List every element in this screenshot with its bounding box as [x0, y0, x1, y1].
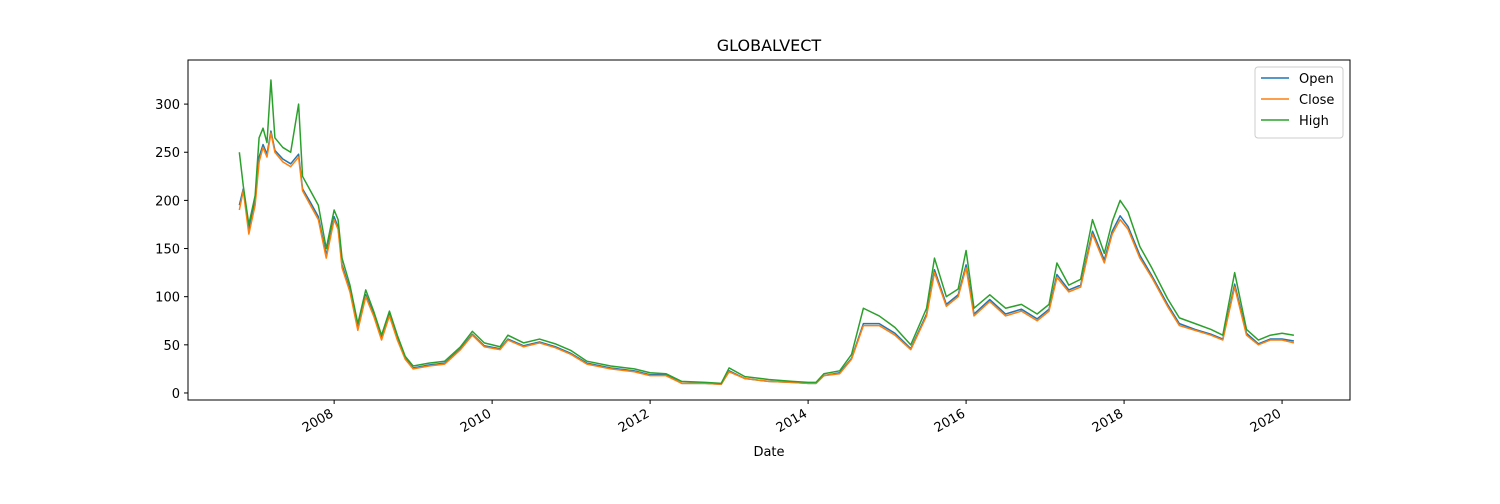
legend-label: Open	[1299, 72, 1334, 87]
y-tick-label: 50	[163, 339, 180, 354]
y-tick-label: 300	[155, 98, 180, 113]
chart-title: GLOBALVECT	[717, 36, 822, 55]
series-line	[238, 132, 1295, 386]
y-tick-label: 250	[155, 146, 180, 161]
legend-label: Close	[1299, 93, 1334, 108]
x-tick-label: 2018	[1090, 406, 1126, 436]
x-tick-label: 2014	[774, 406, 810, 436]
x-tick-label: 2008	[300, 406, 336, 436]
axes-frame	[187, 59, 1351, 401]
x-tick-label: 2012	[616, 406, 652, 436]
y-tick-label: 0	[172, 387, 180, 402]
x-tick-label: 2020	[1248, 406, 1284, 436]
x-tick-label: 2010	[458, 406, 494, 436]
legend-label: High	[1299, 114, 1329, 129]
y-tick-label: 100	[155, 291, 180, 306]
legend: Open Close High	[1254, 66, 1344, 139]
x-axis-label: Date	[753, 445, 784, 460]
x-tick-label: 2016	[932, 406, 968, 436]
series-line	[238, 79, 1295, 385]
y-tick-label: 150	[155, 243, 180, 258]
plot-area: 0 50 100 150 200 250 300 2008 2010 2012 2014 2016 20…	[155, 79, 1295, 436]
y-tick-label: 200	[155, 194, 180, 209]
series-line	[238, 130, 1295, 386]
